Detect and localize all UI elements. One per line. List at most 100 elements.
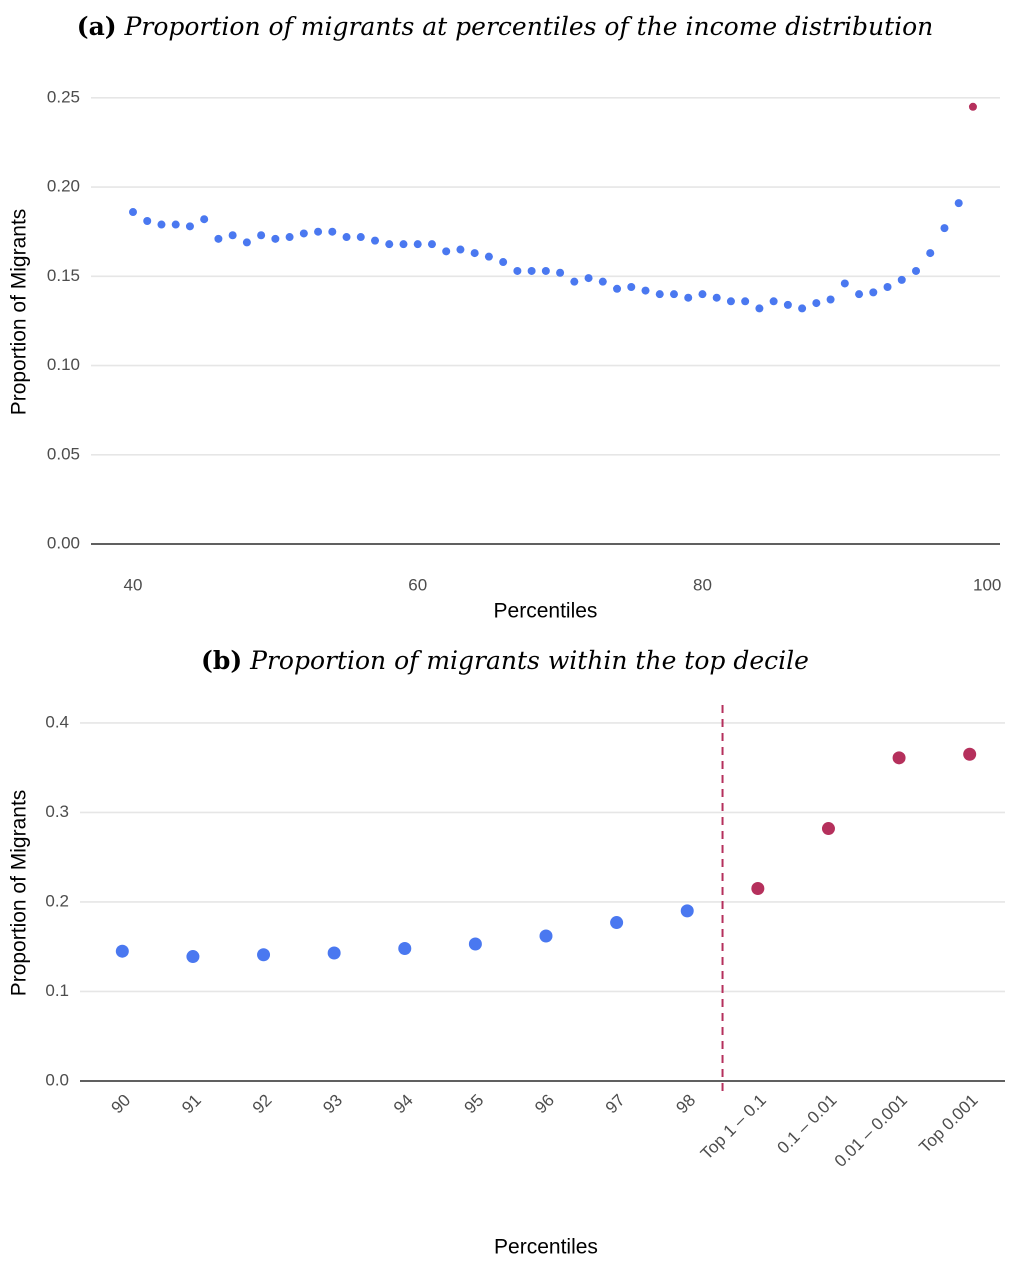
point: [442, 247, 451, 256]
y-tick-label: 0.0: [45, 1070, 69, 1089]
y-tick-label: 0.10: [47, 355, 80, 374]
point: [228, 231, 237, 240]
x-tick-label: 0.01 – 0.001: [831, 1091, 911, 1171]
point: [684, 293, 693, 302]
point: [186, 950, 200, 964]
x-tick-label: 60: [408, 575, 427, 594]
chart-title: (a) Proportion of migrants at percentile…: [77, 12, 934, 41]
point: [513, 266, 522, 275]
point: [385, 240, 394, 249]
x-axis-title: Percentiles: [494, 600, 598, 623]
point: [257, 231, 266, 240]
point: [726, 297, 735, 306]
y-tick-label: 0.25: [47, 87, 80, 106]
point: [327, 946, 341, 960]
y-tick-label: 0.4: [45, 712, 69, 731]
point: [968, 102, 977, 111]
point: [328, 227, 337, 236]
x-tick-label: 40: [124, 575, 143, 594]
title-text: Proportion of migrants within the top de…: [249, 646, 809, 675]
point: [570, 277, 579, 286]
point: [821, 822, 835, 836]
point: [855, 290, 864, 299]
y-axis-title: Proportion of Migrants: [8, 790, 31, 997]
point: [398, 942, 412, 956]
y-axis-title: Proportion of Migrants: [8, 209, 31, 416]
point: [115, 944, 129, 958]
point: [427, 240, 436, 249]
y-tick-label: 0.2: [45, 891, 69, 910]
point: [271, 234, 280, 243]
x-tick-label: 98: [672, 1091, 699, 1118]
point: [641, 286, 650, 295]
point: [826, 295, 835, 304]
point: [655, 290, 664, 299]
point: [185, 222, 194, 231]
point: [698, 290, 707, 299]
x-tick-label: 0.1 – 0.01: [774, 1091, 841, 1158]
point: [912, 266, 921, 275]
point: [869, 288, 878, 297]
point: [680, 904, 694, 918]
x-tick-label: 95: [461, 1091, 488, 1118]
point: [751, 882, 765, 896]
point: [399, 240, 408, 249]
point: [342, 233, 351, 242]
point: [456, 245, 465, 254]
point: [539, 929, 553, 943]
y-tick-label: 0.15: [47, 266, 80, 285]
point: [527, 266, 536, 275]
point: [257, 948, 271, 962]
x-tick-label: 97: [602, 1091, 629, 1118]
point: [741, 297, 750, 306]
point: [598, 277, 607, 286]
point: [669, 290, 678, 299]
point: [143, 216, 152, 225]
point: [556, 268, 565, 277]
point: [371, 236, 380, 245]
x-tick-label: 80: [693, 575, 712, 594]
point: [798, 304, 807, 313]
point: [200, 215, 209, 224]
point: [484, 252, 493, 261]
point: [812, 299, 821, 308]
y-tick-label: 0.00: [47, 533, 80, 552]
point: [214, 234, 223, 243]
point: [299, 229, 308, 238]
point: [610, 916, 624, 930]
x-tick-label: 92: [249, 1091, 276, 1118]
point: [285, 233, 294, 242]
x-tick-label: Top 1 – 0.1: [697, 1091, 770, 1164]
point: [314, 227, 323, 236]
point: [783, 300, 792, 309]
point: [897, 275, 906, 284]
panel: (b) Proportion of migrants within the to…: [8, 646, 1005, 1259]
point: [613, 284, 622, 293]
point: [840, 279, 849, 288]
panel-label: (a): [77, 12, 117, 41]
x-tick-label: 90: [107, 1091, 134, 1118]
x-axis-title: Percentiles: [494, 1236, 598, 1259]
point: [755, 304, 764, 313]
point: [413, 240, 422, 249]
y-tick-label: 0.1: [45, 981, 69, 1000]
title-text: Proportion of migrants at percentiles of…: [124, 12, 934, 41]
x-tick-label: 93: [319, 1091, 346, 1118]
point: [541, 266, 550, 275]
point: [954, 199, 963, 208]
point: [940, 224, 949, 233]
point: [171, 220, 180, 229]
x-tick-label: Top 0.001: [915, 1091, 981, 1157]
point: [883, 283, 892, 292]
point: [769, 297, 778, 306]
panel-label: (b): [201, 646, 242, 675]
x-tick-label: 100: [973, 575, 1001, 594]
x-tick-label: 96: [531, 1091, 558, 1118]
point: [712, 293, 721, 302]
point: [892, 751, 906, 765]
point: [242, 238, 251, 247]
y-tick-label: 0.05: [47, 444, 80, 463]
point: [470, 249, 479, 258]
point: [128, 208, 137, 217]
